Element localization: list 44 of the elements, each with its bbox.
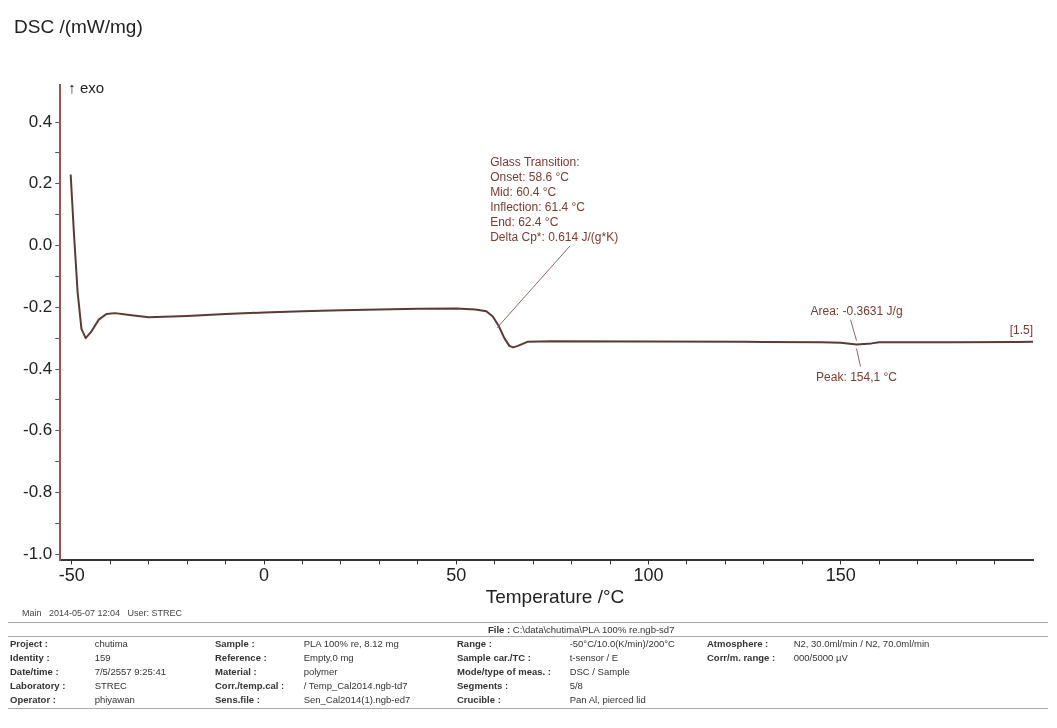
annotation: Mid: 60.4 °C: [490, 184, 557, 199]
annotation: Peak: 154,1 °C: [816, 369, 898, 384]
text: Date/time : 7/5/2557 9:25:41: [10, 666, 166, 677]
text: Mode/type of meas. : DSC / Sample: [457, 666, 630, 677]
text: Range : -50°C/10.0(K/min)/200°C: [457, 638, 675, 649]
y-tick-label: -0.2: [23, 296, 53, 316]
text: Reference : Empty,0 mg: [215, 652, 354, 663]
y-tick-label: 0.2: [28, 173, 53, 193]
y-axis-title: DSC /(mW/mg): [14, 16, 143, 38]
y-tick-label: -0.8: [23, 482, 53, 502]
text: Main 2014-05-07 12:04 User: STREC: [22, 608, 183, 618]
annotation: ↑ exo: [68, 79, 105, 96]
text: Project : chutima: [10, 638, 128, 649]
annotation: Onset: 58.6 °C: [490, 169, 570, 184]
x-axis-title: Temperature /°C: [484, 586, 626, 608]
text: Atmosphere : N2, 30.0ml/min / N2, 70.0ml/min: [707, 638, 930, 649]
annotation: Glass Transition:: [490, 154, 580, 169]
y-tick-label: -1.0: [23, 543, 53, 563]
x-tick-label: 100: [633, 565, 664, 586]
x-tick-label: 150: [825, 565, 856, 586]
x-tick-label: 0: [259, 565, 270, 586]
text: Sample : PLA 100% re, 8.12 mg: [215, 638, 399, 649]
annotation: Area: -0.3631 J/g: [810, 303, 903, 318]
text: Sample car./TC : t-sensor / E: [457, 652, 619, 663]
text: Material : polymer: [215, 666, 338, 677]
x-tick-label: 50: [446, 565, 467, 586]
annotation: [1.5]: [1009, 322, 1033, 337]
annotation: Inflection: 61.4 °C: [490, 199, 586, 214]
text: Segments : 5/8: [457, 680, 583, 691]
text: File : C:\data\chutima\PLA 100% re.ngb-sd7: [8, 622, 1048, 637]
y-tick-label: 0.0: [28, 235, 53, 255]
text: Corr./temp.cal : / Temp_Cal2014.ngb-td7: [215, 680, 408, 691]
y-tick-label: -0.4: [23, 358, 53, 378]
text: Laboratory : STREC: [10, 680, 127, 691]
text: Crucible : Pan Al, pierced lid: [457, 694, 646, 705]
text: Operator : phiyawan: [10, 694, 135, 705]
y-tick-label: 0.4: [28, 111, 53, 131]
annotation: Delta Cp*: 0.614 J/(g*K): [490, 229, 619, 244]
text: Sens.file : Sen_Cal2014(1).ngb-ed7: [215, 694, 411, 705]
text: Identity : 159: [10, 652, 111, 663]
annotation: End: 62.4 °C: [490, 214, 559, 229]
text: Corr/m. range : 000/5000 µV: [707, 652, 848, 663]
y-tick-label: -0.6: [23, 420, 53, 440]
x-tick-label: -50: [58, 565, 85, 586]
